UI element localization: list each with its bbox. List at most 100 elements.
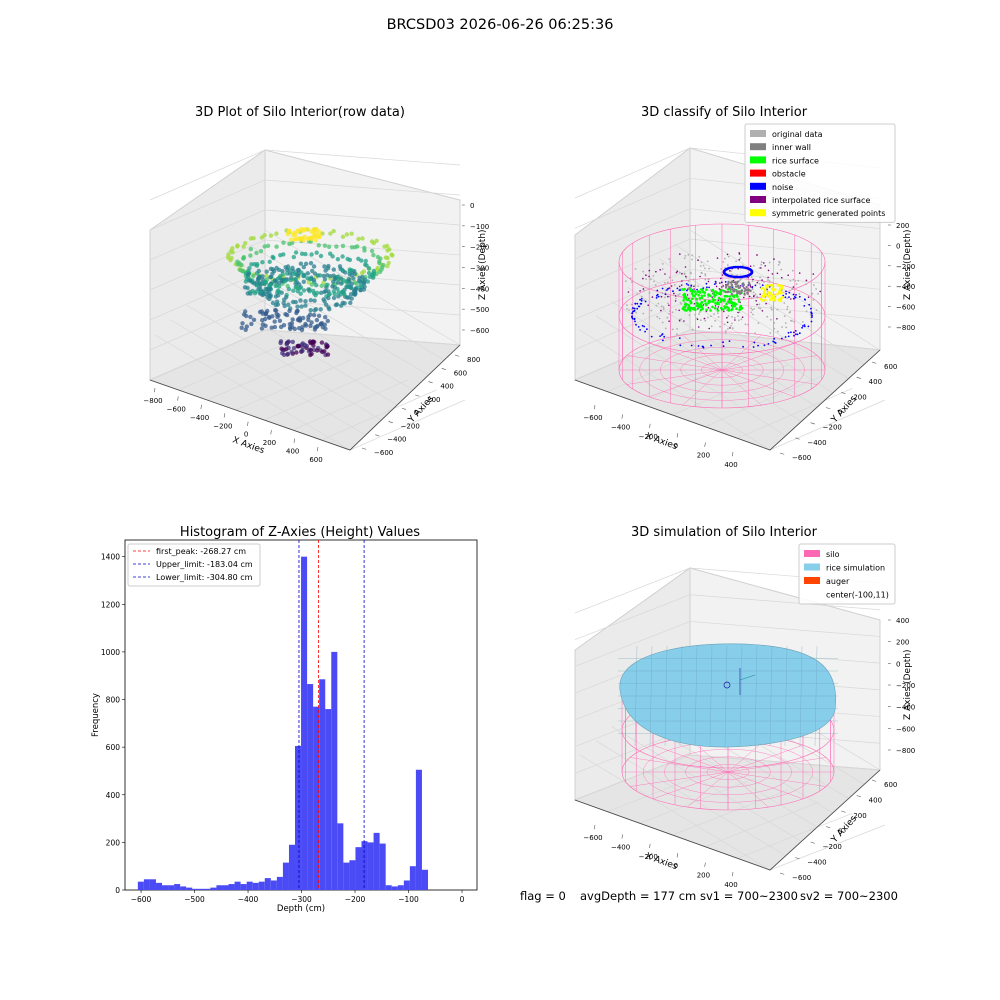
- point-rice-surface: [704, 299, 707, 302]
- point-rice-surface: [689, 300, 692, 303]
- data-point: [240, 321, 244, 325]
- point-rice-surface: [712, 300, 715, 303]
- y-tick-label: 200: [106, 838, 121, 847]
- data-point: [358, 288, 362, 292]
- point-rice-surface: [729, 295, 732, 298]
- point-original: [805, 283, 807, 285]
- chart-title-simulation: 3D simulation of Silo Interior: [631, 525, 818, 540]
- histogram-bar: [186, 888, 192, 890]
- point-interpolated: [679, 286, 681, 288]
- data-point: [323, 244, 327, 248]
- point-interpolated: [711, 296, 713, 298]
- point-interpolated: [729, 327, 731, 329]
- data-point: [349, 232, 353, 236]
- x-tick-label: −200: [345, 895, 366, 904]
- data-point: [293, 281, 297, 285]
- point-interpolated: [719, 288, 721, 290]
- histogram-bar: [198, 889, 204, 890]
- data-point: [310, 269, 314, 273]
- point-interpolated: [762, 310, 764, 312]
- point-interpolated: [737, 312, 739, 314]
- point-noise: [753, 346, 755, 348]
- tick-label: 0: [896, 242, 900, 250]
- y-tick-label: 1200: [101, 600, 120, 609]
- tick-label: −200: [401, 422, 420, 430]
- data-point: [299, 262, 303, 266]
- data-point: [281, 241, 285, 245]
- point-original: [635, 312, 637, 314]
- data-point: [303, 299, 307, 303]
- point-rice-surface: [714, 290, 717, 293]
- point-original: [777, 331, 779, 333]
- legend-swatch: [750, 183, 766, 190]
- data-point: [308, 353, 312, 357]
- tick-mark: [201, 405, 202, 409]
- data-point: [235, 244, 239, 248]
- data-point: [238, 268, 242, 272]
- histogram-bar: [144, 879, 150, 890]
- point-original: [735, 261, 737, 263]
- data-point: [297, 268, 301, 272]
- data-point: [298, 298, 302, 302]
- tick-label: −600: [583, 834, 602, 842]
- point-noise: [656, 290, 658, 292]
- legend-label: original data: [772, 130, 823, 139]
- point-original: [710, 315, 712, 317]
- data-point: [326, 319, 330, 323]
- data-point: [354, 286, 358, 290]
- point-noise: [729, 340, 731, 342]
- point-symmetric: [764, 299, 767, 302]
- point-original: [761, 261, 763, 263]
- point-original: [740, 318, 742, 320]
- point-rice-surface: [724, 295, 727, 298]
- data-point: [291, 340, 295, 344]
- point-original: [707, 297, 709, 299]
- histogram-bar: [265, 878, 271, 890]
- tick-label: 200: [896, 222, 909, 230]
- point-noise: [686, 290, 688, 292]
- rice-simulation-surface: [618, 644, 838, 747]
- point-interpolated: [659, 269, 661, 271]
- histogram-bar: [162, 885, 168, 890]
- point-original: [701, 272, 703, 274]
- tick-mark: [154, 388, 155, 392]
- data-point: [303, 303, 307, 307]
- point-interpolated: [643, 288, 645, 290]
- point-original: [781, 326, 783, 328]
- data-point: [312, 299, 316, 303]
- legend-label: symmetric generated points: [772, 209, 885, 218]
- point-original: [813, 284, 815, 286]
- legend-label: rice surface: [772, 156, 819, 165]
- point-interpolated: [699, 276, 701, 278]
- point-noise: [706, 286, 708, 288]
- data-point: [328, 274, 332, 278]
- data-point: [347, 277, 351, 281]
- data-point: [289, 278, 293, 282]
- point-interpolated: [799, 272, 801, 274]
- data-point: [282, 353, 286, 357]
- data-point: [261, 322, 265, 326]
- point-noise: [764, 344, 766, 346]
- point-noise: [634, 318, 636, 320]
- point-interpolated: [773, 258, 775, 260]
- point-noise: [785, 336, 787, 338]
- point-noise: [634, 321, 636, 323]
- point-inner-wall: [734, 281, 736, 283]
- point-original: [663, 308, 665, 310]
- point-inner-wall: [724, 291, 726, 293]
- data-point: [262, 233, 266, 237]
- point-original: [714, 320, 716, 322]
- legend-label: Upper_limit: -183.04 cm: [156, 560, 253, 569]
- point-rice-surface: [682, 294, 685, 297]
- point-original: [779, 262, 781, 264]
- point-noise: [644, 331, 646, 333]
- legend-swatch: [804, 577, 820, 584]
- point-noise: [640, 303, 642, 305]
- tick-label: 600: [309, 456, 322, 464]
- data-point: [309, 252, 313, 256]
- data-point: [295, 309, 299, 313]
- point-original: [751, 276, 753, 278]
- data-point: [309, 298, 313, 302]
- tick-label: −800: [896, 747, 915, 755]
- point-noise: [810, 308, 812, 310]
